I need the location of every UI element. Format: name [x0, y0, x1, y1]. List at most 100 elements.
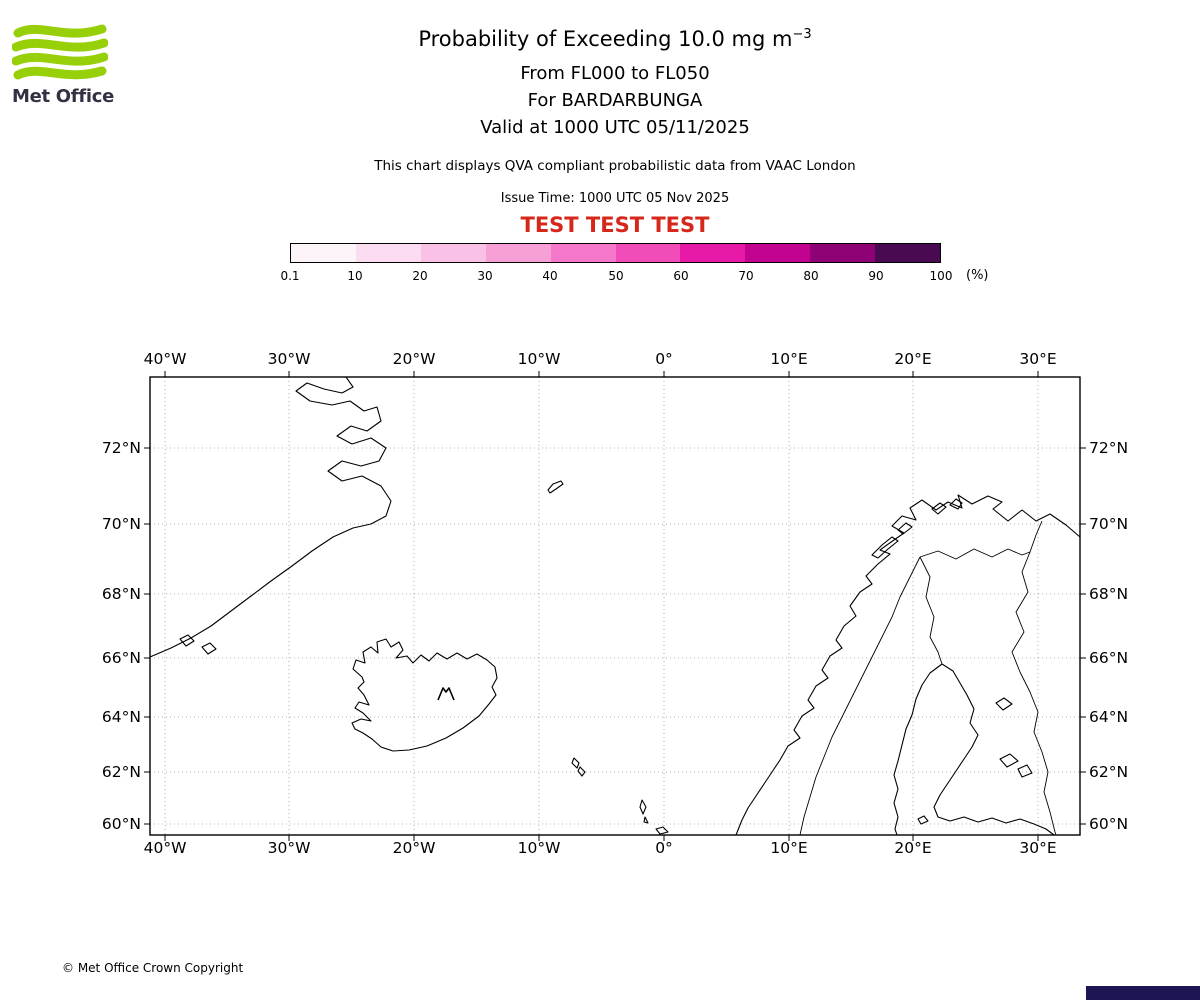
lon-tick-label-top: 30°E — [1019, 350, 1057, 368]
colorbar-segment — [291, 244, 356, 262]
valid-time-subtitle: Valid at 1000 UTC 05/11/2025 — [480, 117, 750, 138]
aland-islands — [917, 815, 929, 825]
crown-copyright: © Met Office Crown Copyright — [62, 961, 244, 975]
chart-title-exponent: −3 — [792, 27, 812, 42]
sweden-finland-border — [919, 556, 943, 665]
test-banner: TEST TEST TEST — [520, 213, 710, 237]
lat-tick-label-left: 60°N — [101, 815, 141, 833]
iceland-coast — [351, 638, 498, 752]
norway-finland-border — [919, 548, 1031, 560]
colorbar-segments — [290, 243, 941, 263]
orkney-islands — [655, 826, 669, 835]
colorbar-segment — [745, 244, 811, 262]
lat-tick-label-left: 72°N — [101, 439, 141, 457]
graticule-grid — [150, 377, 1080, 835]
volcano-marker — [437, 687, 455, 701]
lat-tick-label-left: 64°N — [101, 708, 141, 726]
lon-tick-label-bottom: 20°E — [894, 839, 932, 857]
colorbar-segment — [810, 244, 876, 262]
colorbar-segment — [485, 244, 551, 262]
finland-russia-border — [1011, 551, 1057, 836]
finnish-lake — [999, 753, 1019, 768]
colorbar-tick-label: 20 — [412, 269, 428, 283]
met-office-logo: Met Office — [12, 24, 122, 116]
lon-tick-label-bottom: 0° — [655, 839, 673, 857]
greenland-offshore-island — [201, 642, 217, 655]
finnish-lake — [1017, 764, 1033, 778]
lon-tick-label-top: 10°W — [517, 350, 561, 368]
lon-tick-label-top: 10°E — [770, 350, 808, 368]
norway-coastal-island — [949, 498, 963, 510]
colorbar-tick-label: 90 — [868, 269, 884, 283]
shetland-islands — [643, 816, 649, 824]
lat-tick-label-left: 62°N — [101, 763, 141, 781]
met-office-logo-text: Met Office — [12, 86, 115, 107]
colorbar-tick-label: 0.1 — [280, 269, 300, 283]
lat-tick-label-left: 68°N — [101, 585, 141, 603]
norway-sweden-border — [799, 556, 921, 836]
lon-tick-label-top: 0° — [655, 350, 673, 368]
footer-bar — [1086, 986, 1200, 1000]
finnish-lake — [995, 697, 1013, 711]
lon-tick-label-bottom: 40°W — [143, 839, 187, 857]
colorbar-tick-label: 80 — [803, 269, 819, 283]
lat-tick-label-right: 60°N — [1089, 815, 1129, 833]
colorbar-unit: (%) — [966, 268, 989, 283]
jan-mayen-island — [547, 480, 564, 494]
lon-tick-label-bottom: 20°W — [392, 839, 436, 857]
logo-stripe — [12, 38, 108, 52]
colorbar-tick-label: 50 — [608, 269, 624, 283]
lon-tick-label-top: 30°W — [267, 350, 311, 368]
lon-tick-label-top: 20°W — [392, 350, 436, 368]
lat-tick-label-right: 70°N — [1089, 515, 1129, 533]
map-frame — [149, 376, 1081, 836]
greenland-coast — [149, 376, 392, 658]
issue-time: Issue Time: 1000 UTC 05 Nov 2025 — [500, 191, 730, 206]
axis-ticks — [144, 371, 1086, 841]
logo-stripe — [13, 66, 107, 80]
logo-stripe — [12, 52, 108, 66]
colorbar-segment — [680, 244, 746, 262]
colorbar-segment — [420, 244, 486, 262]
lat-tick-label-right: 62°N — [1089, 763, 1129, 781]
lat-tick-label-left: 66°N — [101, 649, 141, 667]
colorbar-segment — [875, 244, 941, 262]
colorbar-tick-label: 70 — [738, 269, 754, 283]
qva-description: This chart displays QVA compliant probab… — [374, 158, 856, 174]
colorbar-tick-label: 10 — [347, 269, 363, 283]
norway-russia-border — [1029, 520, 1043, 553]
lon-tick-label-bottom: 30°W — [267, 839, 311, 857]
gulf-of-bothnia-west-coast — [893, 663, 943, 836]
lofoten-islands — [871, 536, 899, 559]
colorbar-tick-label: 30 — [477, 269, 493, 283]
logo-stripe — [13, 24, 107, 38]
greenland-offshore-island — [179, 634, 195, 647]
colorbar-tick-label: 60 — [673, 269, 689, 283]
volcano-subtitle: For BARDARBUNGA — [527, 90, 703, 111]
colorbar-segment — [550, 244, 616, 262]
probability-colorbar: 0.1 10 20 30 40 50 60 70 80 90 100 (%) — [280, 243, 989, 303]
lat-tick-label-left: 70°N — [101, 515, 141, 533]
faroe-islands — [577, 766, 586, 777]
colorbar-tick-label: 100 — [929, 269, 953, 283]
lon-tick-label-bottom: 10°W — [517, 839, 561, 857]
norway-coastal-island — [931, 502, 947, 515]
colorbar-tick-label: 40 — [542, 269, 558, 283]
met-office-logo-stripes — [12, 24, 108, 80]
lat-tick-label-right: 72°N — [1089, 439, 1129, 457]
colorbar-segment — [615, 244, 681, 262]
chart-title: Probability of Exceeding 10.0 mg m−3 — [0, 27, 1200, 51]
map-panel: 40°W 30°W 20°W 10°W 0° 10°E 20°E 30°E 40… — [102, 350, 1128, 857]
lon-tick-label-top: 40°W — [143, 350, 187, 368]
country-borders — [799, 520, 1057, 836]
colorbar-segment — [355, 244, 421, 262]
flight-level-subtitle: From FL000 to FL050 — [520, 63, 710, 84]
faroe-islands — [571, 757, 580, 769]
lat-tick-label-right: 68°N — [1089, 585, 1129, 603]
finland-coast — [933, 663, 1055, 836]
lofoten-islands — [897, 522, 913, 535]
shetland-islands — [639, 799, 647, 815]
norway-coast — [735, 494, 1081, 836]
lat-tick-label-right: 64°N — [1089, 708, 1129, 726]
